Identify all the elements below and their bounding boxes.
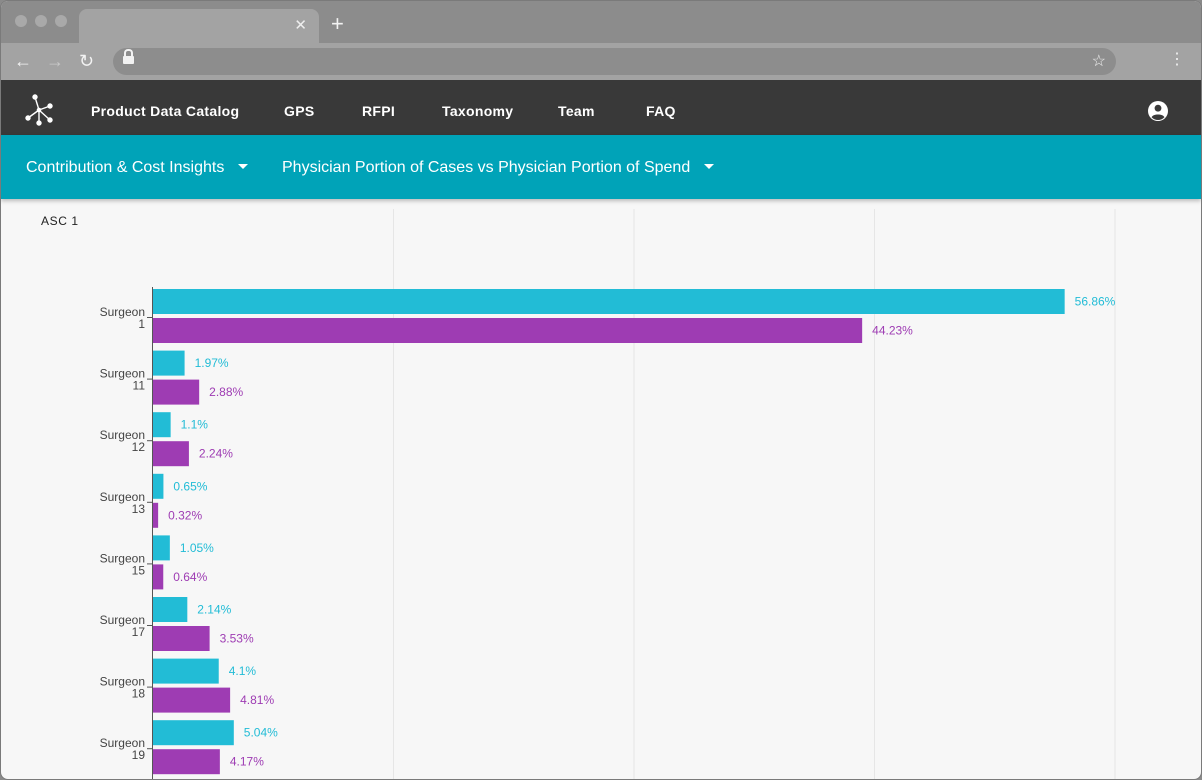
bar — [153, 564, 164, 590]
reload-icon[interactable]: ↻ — [79, 51, 95, 71]
bar — [153, 749, 220, 775]
nav-team[interactable]: Team — [558, 103, 595, 119]
bar — [153, 535, 170, 561]
dropdown-label: Contribution & Cost Insights — [26, 159, 225, 176]
data-label: 2.24% — [199, 447, 233, 461]
data-label: 3.53% — [220, 632, 254, 646]
kebab-menu-icon[interactable]: ⋮ — [1169, 51, 1185, 68]
lock-icon — [123, 49, 134, 64]
bar — [153, 441, 189, 467]
surgeon-bar-chart: Surgeon 1 56.86% 44.23% Surgeon 11 1.97% 2.88% S… — [100, 209, 1116, 779]
browser-toolbar: ← → ↻ ☆ ⋮ — [1, 43, 1201, 80]
y-tick-label: Surgeon 18 — [100, 675, 146, 701]
window-close-dot[interactable] — [15, 15, 27, 27]
nav-faq[interactable]: FAQ — [646, 103, 676, 119]
data-label: 1.97% — [195, 356, 229, 370]
nav-product-data-catalog[interactable]: Product Data Catalog — [91, 103, 240, 119]
data-label: 4.1% — [229, 664, 257, 678]
account-circle-icon[interactable] — [1147, 100, 1169, 127]
address-bar[interactable]: ☆ — [113, 48, 1116, 75]
data-label: 1.05% — [180, 541, 214, 555]
browser-titlebar: ✕ + — [1, 1, 1201, 43]
bar — [153, 658, 219, 684]
dropdown-label: Physician Portion of Cases vs Physician … — [282, 159, 691, 176]
star-icon[interactable]: ☆ — [1091, 53, 1106, 70]
browser-tab[interactable]: ✕ — [79, 9, 319, 43]
data-label: 0.64% — [173, 570, 207, 584]
tab-close-icon[interactable]: ✕ — [294, 17, 307, 34]
nav-taxonomy[interactable]: Taxonomy — [442, 103, 514, 119]
data-label: 4.17% — [230, 755, 264, 769]
y-tick-label: Surgeon 17 — [100, 613, 146, 639]
bar — [153, 289, 1065, 314]
nav-rfpi[interactable]: RFPI — [362, 103, 396, 119]
contribution-insights-dropdown[interactable]: Contribution & Cost Insights — [26, 135, 249, 199]
new-tab-icon[interactable]: + — [331, 11, 344, 36]
facility-label: ASC 1 — [41, 214, 79, 228]
insights-subnav: Contribution & Cost Insights Physician P… — [1, 135, 1201, 199]
data-label: 1.1% — [181, 418, 209, 432]
bar — [153, 687, 231, 713]
y-tick-label: Surgeon 19 — [100, 736, 146, 762]
app-header: Product Data Catalog GPS RFPI Taxonomy T… — [1, 80, 1201, 135]
y-tick-label: Surgeon 15 — [100, 551, 146, 577]
caret-down-icon — [704, 164, 715, 170]
caret-down-icon — [238, 164, 249, 170]
bar — [153, 350, 185, 376]
network-logo-icon[interactable] — [25, 94, 53, 131]
y-tick-label: Surgeon 13 — [100, 490, 146, 516]
back-arrow-icon[interactable]: ← — [14, 51, 32, 71]
bar — [153, 597, 188, 622]
window-zoom-dot[interactable] — [55, 15, 67, 27]
data-label: 2.88% — [209, 385, 243, 399]
bar — [153, 502, 159, 528]
y-tick-label: Surgeon 1 — [100, 305, 146, 331]
y-tick-label: Surgeon 12 — [100, 428, 146, 454]
bar — [153, 412, 171, 438]
bar — [153, 318, 863, 343]
data-label: 44.23% — [872, 324, 913, 338]
physician-portion-dropdown[interactable]: Physician Portion of Cases vs Physician … — [282, 135, 715, 199]
data-label: 4.81% — [240, 693, 274, 707]
bar — [153, 626, 210, 651]
bar — [153, 720, 234, 746]
nav-gps[interactable]: GPS — [284, 103, 315, 119]
data-label: 56.86% — [1075, 295, 1116, 309]
bar — [153, 473, 164, 499]
window-minimize-dot[interactable] — [35, 15, 47, 27]
forward-arrow-icon[interactable]: → — [46, 51, 64, 71]
bar — [153, 379, 200, 405]
y-tick-label: Surgeon 11 — [100, 367, 146, 393]
data-label: 2.14% — [197, 603, 231, 617]
data-label: 0.32% — [168, 508, 202, 522]
data-label: 5.04% — [244, 726, 278, 740]
data-label: 0.65% — [173, 479, 207, 493]
